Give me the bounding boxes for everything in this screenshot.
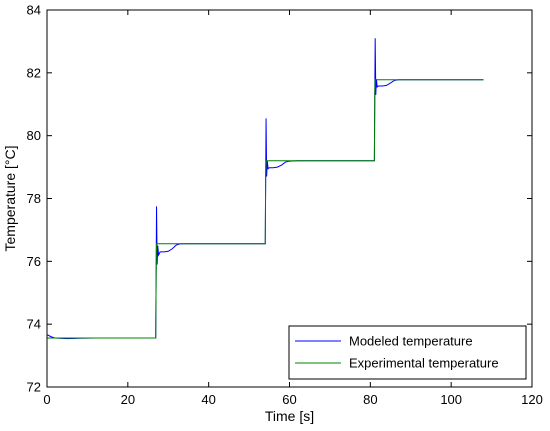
- y-tick-label: 82: [27, 65, 41, 80]
- y-tick-label: 74: [27, 317, 41, 332]
- series-lines: [47, 38, 484, 340]
- legend-box: [288, 325, 527, 380]
- x-axis-label: Time [s]: [265, 408, 314, 424]
- series-line-experimental: [47, 79, 484, 339]
- x-tick-label: 40: [201, 392, 215, 407]
- y-tick-label: 84: [27, 3, 41, 18]
- legend-label-experimental: Experimental temperature: [349, 356, 499, 371]
- y-tick-label: 72: [27, 380, 41, 395]
- x-tick-label: 80: [363, 392, 377, 407]
- axis-ticks: [46, 9, 533, 388]
- y-tick-label: 78: [27, 191, 41, 206]
- plot-background: [47, 10, 532, 387]
- y-tick-label: 76: [27, 254, 41, 269]
- x-tick-label: 100: [440, 392, 462, 407]
- y-tick-label: 80: [27, 128, 41, 143]
- legend-label-modeled: Modeled temperature: [349, 334, 473, 349]
- x-tick-label: 60: [282, 392, 296, 407]
- legend: Modeled temperature Experimental tempera…: [288, 325, 527, 380]
- x-tick-label: 120: [521, 392, 543, 407]
- x-tick-label: 0: [43, 392, 50, 407]
- x-tick-label: 20: [121, 392, 135, 407]
- y-axis-label: Temperature [°C]: [2, 146, 18, 252]
- axis-tick-labels: 0 20 40 60 80 100 120 72 74 76 78 80 82 84: [27, 3, 543, 408]
